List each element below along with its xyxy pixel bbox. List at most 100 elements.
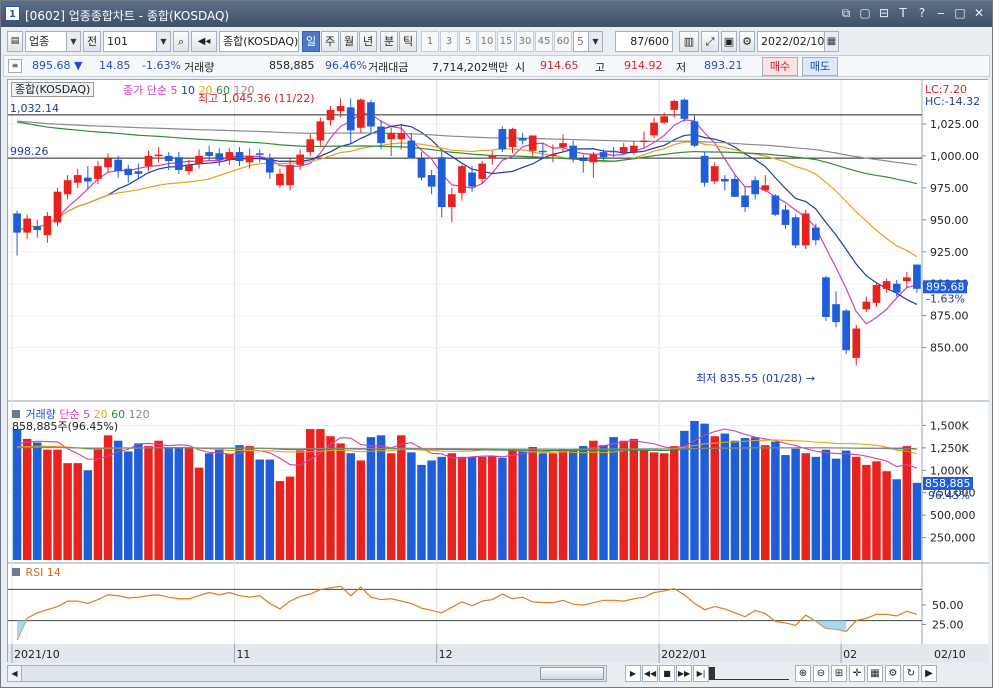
chart-canvas[interactable]: 2021/10 11 12 2022/01 02 02/10 1,025.00 1,000.0… <box>8 80 989 663</box>
stop-icon[interactable]: ■ <box>659 665 675 682</box>
ma-120-line <box>17 120 918 166</box>
volume-axis-label: 250,000 <box>930 532 976 545</box>
maximize-icon[interactable]: □ <box>954 6 966 20</box>
period-day[interactable]: 일 <box>302 31 320 52</box>
zoom-in-icon[interactable]: ⊕ <box>795 665 811 682</box>
period-minute[interactable]: 분 <box>380 31 398 52</box>
right-arrow-icon[interactable]: ▶ <box>921 665 937 682</box>
zoom-slider[interactable] <box>709 667 789 680</box>
fast-forward-icon[interactable]: ▶▶ <box>676 665 692 682</box>
volume-bar <box>720 433 730 560</box>
prev-button[interactable]: 전 <box>83 31 101 52</box>
minute-button-30[interactable]: 30 <box>516 31 534 52</box>
close-icon[interactable]: ✕ <box>973 6 985 20</box>
volume-bar <box>265 459 275 560</box>
horizontal-scrollbar[interactable]: ◀ <box>7 665 607 682</box>
pin-icon[interactable]: ⊟ <box>878 6 890 20</box>
copy-icon[interactable]: ⧉ <box>841 6 851 20</box>
volume-bar <box>346 453 355 560</box>
period-tick[interactable]: 틱 <box>399 31 417 52</box>
settings-icon[interactable]: ⚙ <box>885 665 901 682</box>
volume-axis-label: 500,000 <box>930 509 976 522</box>
help-icon[interactable]: ? <box>918 6 926 20</box>
candle-body <box>781 209 790 225</box>
volume-bar <box>841 450 851 560</box>
candle-body <box>144 155 153 167</box>
volume-bar <box>609 437 618 560</box>
volume-bar <box>53 449 62 560</box>
period-year[interactable]: 년 <box>359 31 377 52</box>
minute-button-60[interactable]: 60 <box>554 31 572 52</box>
index-name-field[interactable]: 종합(KOSDAQ) <box>219 31 299 52</box>
volume-bar <box>22 438 32 560</box>
chevron-down-icon[interactable]: ▼ <box>588 32 602 51</box>
scroll-thumb[interactable] <box>540 667 604 680</box>
buy-button[interactable]: 매수 <box>762 57 798 76</box>
x-axis-label: 2022/01 <box>661 648 707 661</box>
x-axis-last-date: 02/10 <box>934 648 966 661</box>
info-icon[interactable]: ≡ <box>8 59 22 73</box>
price-axis-label: 950.00 <box>930 214 969 227</box>
candle-body <box>599 152 608 158</box>
scroll-left-icon[interactable]: ◀ <box>8 666 22 681</box>
chevron-down-icon[interactable]: ▼ <box>66 32 80 51</box>
minute-select[interactable]: 5 ▼ <box>573 31 603 52</box>
rsi-oversold-fill <box>805 620 847 632</box>
text-icon[interactable]: T <box>899 6 907 20</box>
minute-button-5[interactable]: 5 <box>459 31 477 52</box>
current-price-label: 895.68 <box>926 280 965 293</box>
candle-body <box>650 122 658 136</box>
rsi-line <box>16 585 918 641</box>
volume-bar <box>872 461 881 560</box>
chart-type-icon[interactable]: ▥ <box>679 31 699 52</box>
volume-bar <box>306 429 315 560</box>
candle-body <box>326 109 335 121</box>
candle-body <box>387 132 396 140</box>
draw-tool-icon[interactable]: ⤢ <box>701 31 719 52</box>
price-panel-title[interactable]: 종합(KOSDAQ) <box>11 82 95 97</box>
minute-button-15[interactable]: 15 <box>497 31 515 52</box>
volume-bar <box>124 451 133 560</box>
play-icon[interactable]: ▶ <box>625 665 641 682</box>
grid-icon[interactable]: ▦ <box>867 665 883 682</box>
search-icon[interactable]: ⌕ <box>173 31 189 52</box>
volume-bar <box>285 476 295 560</box>
sell-button[interactable]: 매도 <box>802 57 838 76</box>
calendar-icon[interactable]: ▦ <box>824 32 838 51</box>
price-axis-label: 1,025.00 <box>930 118 979 131</box>
low-label: 저 <box>676 61 687 74</box>
volume-bar <box>386 453 396 560</box>
window-icon[interactable]: ▢ <box>859 6 871 20</box>
gear-icon[interactable]: ⚙ <box>739 31 755 52</box>
period-month[interactable]: 월 <box>340 31 358 52</box>
crosshair-icon[interactable]: ✛ <box>849 665 865 682</box>
market-select[interactable]: 업종 ▼ <box>25 31 81 52</box>
minute-button-45[interactable]: 45 <box>535 31 553 52</box>
speaker-icon[interactable]: ◀◂ <box>191 31 217 52</box>
end-icon[interactable]: ▶| <box>693 665 709 682</box>
save-icon[interactable]: ▣ <box>721 31 737 52</box>
count-field[interactable]: 87/600 <box>615 31 673 52</box>
fit-icon[interactable]: ⊞ <box>831 665 847 682</box>
minute-button-3[interactable]: 3 <box>440 31 458 52</box>
zoom-out-icon[interactable]: ⊖ <box>813 665 829 682</box>
date-field[interactable]: 2022/02/10 ▦ <box>757 31 839 52</box>
chevron-down-icon[interactable]: ▼ <box>156 32 170 51</box>
minute-button-10[interactable]: 10 <box>478 31 496 52</box>
panel-handle-icon[interactable] <box>12 568 20 576</box>
volume-bar <box>336 443 345 560</box>
panel-handle-icon[interactable] <box>12 410 20 418</box>
price-change: 14.85 <box>99 59 131 72</box>
layout-icon[interactable]: ▤ <box>7 31 23 52</box>
minimize-icon[interactable]: ‒ <box>937 6 945 20</box>
refresh-icon[interactable]: ↻ <box>903 665 919 682</box>
zoom-slider-handle[interactable] <box>709 667 715 680</box>
rewind-icon[interactable]: ◀◀ <box>642 665 658 682</box>
period-week[interactable]: 주 <box>321 31 339 52</box>
minute-button-1[interactable]: 1 <box>421 31 439 52</box>
candle-body <box>367 102 375 127</box>
volume-bar <box>245 446 254 560</box>
title-bar[interactable]: 1 [0602] 업종종합차트 - 종합(KOSDAQ) ⧉ ▢ ⊟ T ? ‒… <box>1 1 992 27</box>
chart-area[interactable]: 2021/10 11 12 2022/01 02 02/10 1,025.00 1,000.0… <box>7 79 989 663</box>
code-input[interactable]: 101 ▼ <box>103 31 171 52</box>
